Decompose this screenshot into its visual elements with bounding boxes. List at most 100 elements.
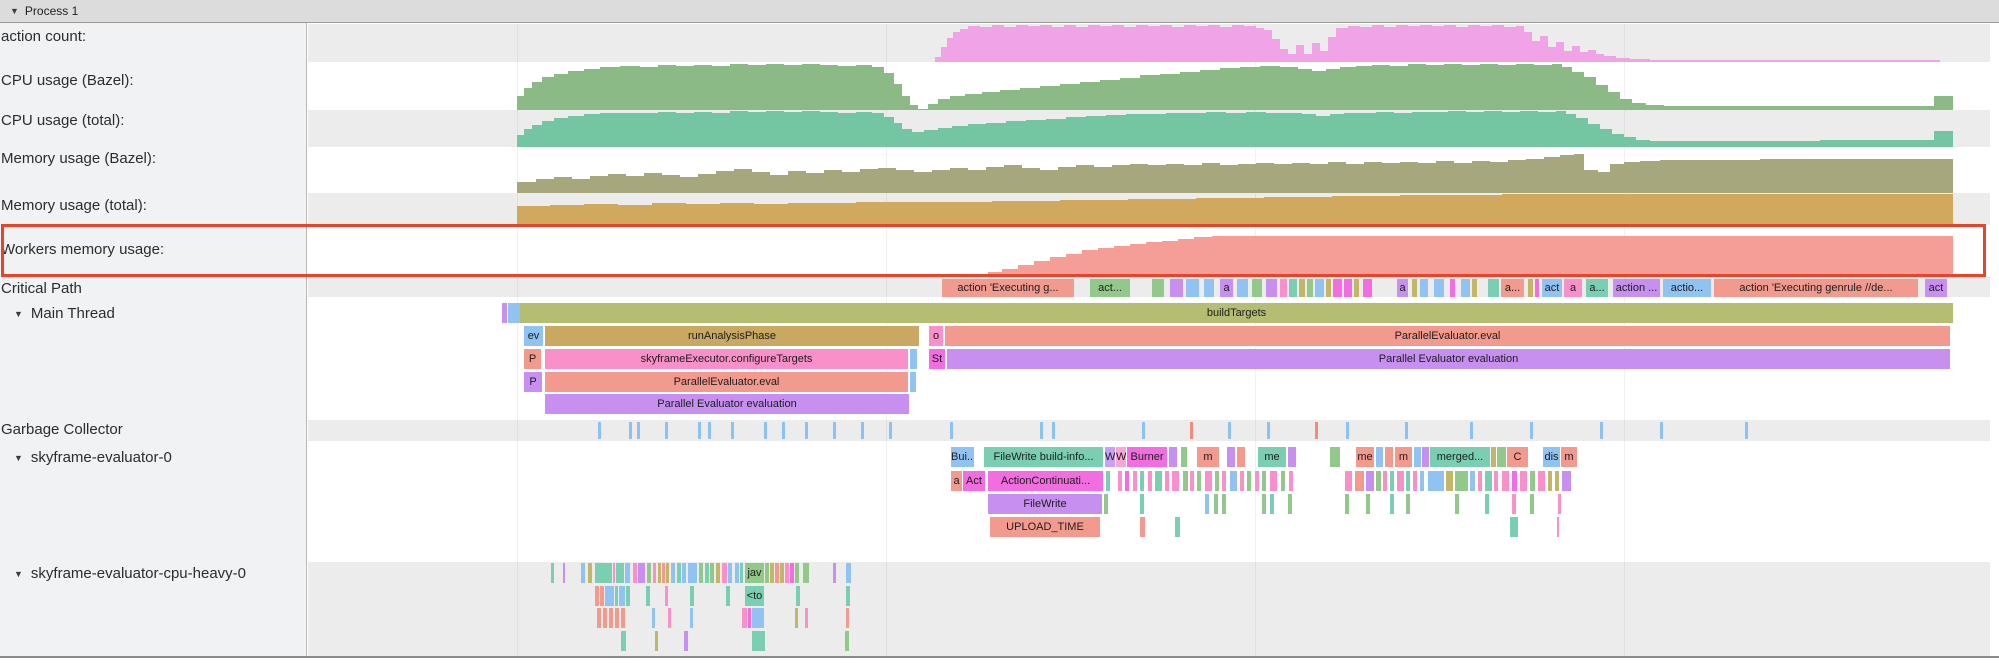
sidebar-item-memory-usage-total[interactable]: Memory usage (total): [1, 197, 147, 214]
sidebar-item-garbage-collector[interactable]: Garbage Collector [1, 421, 123, 438]
sidebar-item-workers-memory-usage[interactable]: Workers memory usage: [1, 241, 164, 258]
slice[interactable] [1538, 471, 1545, 491]
slice[interactable] [662, 563, 665, 583]
slice[interactable] [1148, 471, 1152, 491]
slice[interactable] [1390, 471, 1394, 491]
slice[interactable] [563, 563, 565, 583]
slice[interactable] [1281, 471, 1285, 491]
slice[interactable] [633, 563, 637, 583]
slice[interactable] [1510, 517, 1518, 537]
slice-a[interactable]: a [1564, 279, 1582, 297]
slice[interactable] [1413, 471, 1417, 491]
slice[interactable] [1530, 494, 1534, 514]
slice[interactable] [1461, 279, 1470, 297]
slice[interactable] [1376, 447, 1383, 467]
collapse-arrow-icon[interactable]: ▼ [10, 6, 19, 16]
gc-event-tick[interactable] [1530, 422, 1533, 439]
slice-me[interactable]: me [1356, 447, 1374, 467]
gc-event-tick[interactable] [1600, 422, 1603, 439]
gc-event-tick[interactable] [782, 422, 785, 439]
slice[interactable] [1330, 447, 1340, 467]
slice[interactable] [752, 631, 765, 651]
slice[interactable] [595, 586, 599, 606]
slice--to[interactable]: <to [745, 586, 764, 606]
slice[interactable] [728, 563, 732, 583]
slice[interactable] [668, 608, 671, 628]
slice[interactable] [722, 563, 727, 583]
slice[interactable] [1140, 494, 1144, 514]
slice[interactable] [682, 563, 686, 583]
slice[interactable] [1494, 471, 1498, 491]
slice[interactable] [1186, 279, 1199, 297]
slice-c[interactable]: C [1507, 447, 1528, 467]
slice-ev[interactable]: ev [524, 326, 543, 346]
process-header[interactable]: ▼ Process 1 [0, 0, 1999, 23]
slice-act[interactable]: act [1542, 279, 1562, 297]
slice[interactable] [1237, 447, 1245, 467]
slice[interactable] [1345, 471, 1352, 491]
slice[interactable] [1385, 447, 1393, 467]
slice-o[interactable]: o [929, 326, 943, 346]
slice-bui-[interactable]: Bui... [951, 447, 974, 467]
slice[interactable] [600, 586, 604, 606]
gc-event-tick[interactable] [708, 422, 711, 439]
slice[interactable] [665, 586, 668, 606]
slice[interactable] [1247, 471, 1251, 491]
slice[interactable] [1175, 517, 1180, 537]
slice[interactable] [1299, 279, 1305, 297]
slice[interactable] [1562, 471, 1571, 491]
slice[interactable] [508, 303, 520, 323]
slice[interactable] [647, 563, 651, 583]
slice[interactable] [551, 563, 554, 583]
slice[interactable] [603, 608, 607, 628]
gc-event-tick[interactable] [1228, 422, 1231, 439]
slice-merged-[interactable]: merged... [1430, 447, 1490, 467]
slice[interactable] [1520, 471, 1527, 491]
slice-parallel-evaluator-evaluation[interactable]: Parallel Evaluator evaluation [545, 394, 909, 414]
slice[interactable] [735, 563, 739, 583]
slice-st[interactable]: St [929, 349, 945, 369]
gc-event-tick[interactable] [1190, 422, 1193, 439]
slice[interactable] [1104, 494, 1108, 514]
slice[interactable] [1205, 471, 1212, 491]
slice[interactable] [1412, 279, 1417, 297]
slice[interactable] [1266, 279, 1277, 297]
gc-event-tick[interactable] [1660, 422, 1663, 439]
slice[interactable] [1118, 471, 1122, 491]
slice[interactable] [1485, 494, 1489, 514]
slice-parallelevaluator-eval[interactable]: ParallelEvaluator.eval [945, 326, 1950, 346]
slice-action-[interactable]: action ... [1613, 279, 1660, 297]
slice-m[interactable]: m [1395, 447, 1412, 467]
slice-burner[interactable]: Burner [1127, 447, 1167, 467]
sidebar-item-memory-usage-bazel[interactable]: Memory usage (Bazel): [1, 150, 156, 167]
slice[interactable] [1470, 471, 1475, 491]
slice[interactable] [1383, 471, 1387, 491]
slice[interactable] [1289, 279, 1297, 297]
slice-parallel-evaluator-evaluation[interactable]: Parallel Evaluator evaluation [947, 349, 1950, 369]
slice[interactable] [1366, 494, 1370, 514]
slice[interactable] [1288, 447, 1296, 467]
slice[interactable] [699, 563, 703, 583]
slice-upload-time[interactable]: UPLOAD_TIME [990, 517, 1100, 537]
slice[interactable] [910, 349, 917, 369]
slice[interactable] [1488, 279, 1499, 297]
slice[interactable] [1197, 471, 1201, 491]
slice[interactable] [588, 563, 592, 583]
gc-event-tick[interactable] [1470, 422, 1473, 439]
slice[interactable] [1133, 471, 1137, 491]
slice[interactable] [1140, 517, 1145, 537]
slice[interactable] [790, 563, 794, 583]
sidebar-item-action-count[interactable]: action count: [1, 28, 86, 45]
counter-track-cpu-usage-total-[interactable] [308, 110, 1990, 147]
slice[interactable] [1170, 279, 1183, 297]
slice[interactable] [780, 563, 784, 583]
slice[interactable] [748, 608, 751, 628]
slice[interactable] [846, 586, 850, 606]
sidebar-item-cpu-usage-total[interactable]: CPU usage (total): [1, 112, 124, 129]
slice[interactable] [1555, 471, 1559, 491]
gc-event-tick[interactable] [637, 422, 640, 439]
slice[interactable] [1240, 471, 1244, 491]
slice-buildtargets[interactable]: buildTargets [520, 303, 1953, 323]
slice[interactable] [615, 586, 618, 606]
gc-event-tick[interactable] [889, 422, 892, 439]
